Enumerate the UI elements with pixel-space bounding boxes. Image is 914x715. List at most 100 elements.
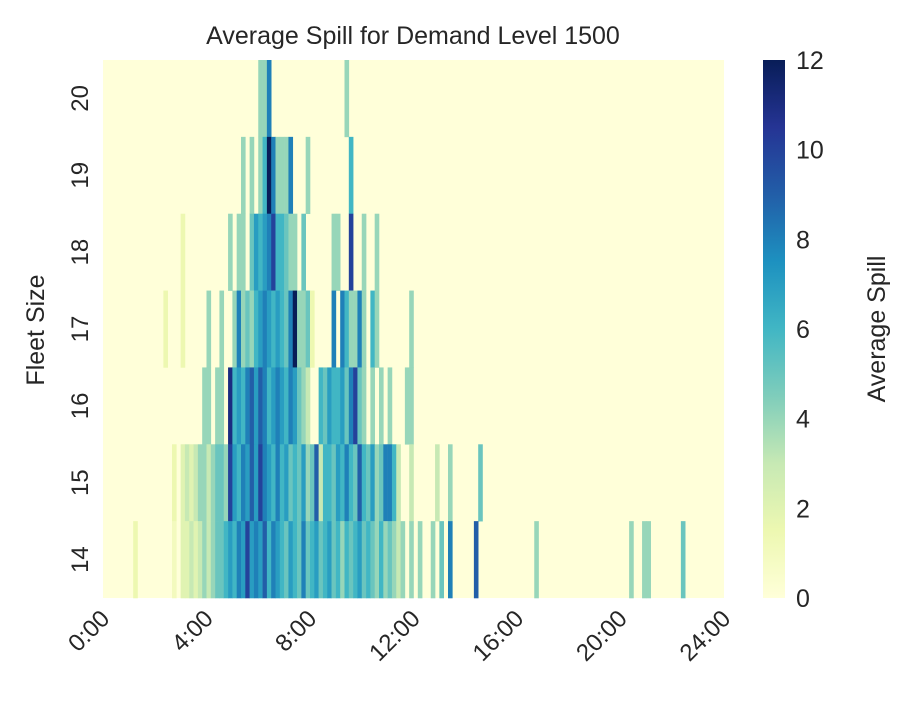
heatmap-cell: [133, 521, 138, 599]
heatmap-cell: [417, 521, 423, 599]
heatmap-cell: [331, 290, 337, 368]
x-tick-label: 12:00: [364, 605, 426, 667]
heatmap-cell: [344, 367, 350, 445]
heatmap-cell: [297, 290, 302, 368]
heatmap-cell: [266, 290, 272, 368]
heatmap-cell: [284, 367, 289, 445]
heatmap-cell: [275, 213, 281, 291]
heatmap-cell: [331, 444, 337, 522]
heatmap-cell: [241, 136, 246, 215]
heatmap-cell: [245, 444, 250, 522]
heatmap-cell: [361, 290, 367, 368]
heatmap-cell: [253, 367, 259, 445]
heatmap-cell: [271, 213, 276, 291]
heatmap-cell: [288, 367, 294, 445]
heatmap-cell: [258, 60, 263, 138]
heatmap-cell: [374, 213, 380, 291]
heatmap-cell: [180, 213, 186, 291]
heatmap-cell: [387, 367, 393, 445]
heatmap-cell: [301, 290, 306, 368]
heatmap-cell: [215, 367, 220, 445]
heatmap-cell: [284, 521, 289, 599]
heatmap-cell: [361, 367, 367, 445]
chart-title: Average Spill for Demand Level 1500: [206, 22, 620, 50]
heatmap-cell: [292, 367, 298, 445]
heatmap-cell: [236, 444, 242, 522]
y-axis-label: Fleet Size: [22, 274, 50, 385]
heatmap-cell: [275, 444, 281, 522]
heatmap-cell: [327, 367, 332, 445]
heatmap-cell: [680, 521, 686, 599]
heatmap-cell: [279, 367, 285, 445]
heatmap-cell: [236, 521, 242, 599]
heatmap-cell: [340, 521, 345, 599]
heatmap-cell: [331, 367, 337, 445]
colorbar-tick-label: 0: [796, 585, 810, 613]
heatmap-cell: [374, 521, 380, 599]
heatmap-cell: [473, 521, 479, 599]
heatmap-cell: [335, 367, 341, 445]
heatmap-cell: [435, 444, 440, 522]
colorbar-tick-label: 4: [796, 406, 810, 434]
heatmap-cell: [249, 367, 255, 445]
y-tick-label: 17: [67, 316, 94, 343]
heatmap-cell: [232, 521, 237, 599]
heatmap-cell: [184, 521, 190, 599]
heatmap-cell: [253, 213, 259, 291]
heatmap-cell: [318, 521, 324, 599]
heatmap-cell: [266, 60, 272, 138]
heatmap-cell: [271, 444, 276, 522]
heatmap-cell: [210, 521, 216, 599]
heatmap-cell: [348, 213, 354, 291]
heatmap-cell: [271, 367, 276, 445]
heatmap-cell: [396, 444, 401, 522]
heatmap-cell: [266, 444, 272, 522]
heatmap-cell: [262, 444, 268, 522]
heatmap-cell: [292, 290, 298, 368]
heatmap-cell: [409, 290, 414, 368]
heatmap-cell: [189, 521, 194, 599]
heatmap-cell: [197, 521, 203, 599]
y-tick-label: 19: [67, 162, 94, 189]
heatmap-cell: [409, 521, 414, 599]
heatmap-cell: [258, 444, 263, 522]
heatmap-cell: [305, 136, 311, 215]
heatmap-cell: [348, 136, 354, 215]
heatmap-cell: [374, 444, 380, 522]
y-tick-label: 16: [67, 393, 94, 420]
y-tick-label: 15: [67, 469, 94, 496]
heatmap-cell: [327, 444, 332, 522]
heatmap-cell: [284, 213, 289, 291]
heatmap-cell: [348, 367, 354, 445]
heatmap-cell: [202, 444, 207, 522]
x-axis: 0:00 4:00 8:00 12:00 16:00 20:00 24:00: [63, 605, 736, 667]
heatmap-cell: [271, 136, 276, 215]
heatmap-cell: [288, 136, 294, 215]
y-tick-label: 18: [67, 239, 94, 266]
x-tick-label: 16:00: [468, 605, 530, 667]
heatmap-cell: [370, 290, 375, 368]
heatmap-cell: [353, 290, 358, 368]
heatmap-cell: [249, 136, 255, 215]
heatmap-cell: [344, 521, 350, 599]
heatmap-cell: [275, 521, 281, 599]
heatmap-cell: [391, 444, 397, 522]
x-tick-label: 4:00: [167, 605, 219, 657]
heatmap-cell: [448, 521, 453, 599]
heatmap-cell: [275, 136, 281, 215]
heatmap-cell: [288, 521, 294, 599]
heatmap-cell: [245, 521, 250, 599]
heatmap-cell: [305, 290, 311, 368]
heatmap-cell: [335, 444, 341, 522]
heatmap-cell: [404, 367, 410, 445]
heatmap-cell: [258, 521, 263, 599]
heatmap-cell: [335, 213, 341, 291]
colorbar-tick-label: 8: [796, 226, 810, 254]
heatmap-cell: [180, 521, 186, 599]
heatmap-cell: [478, 444, 483, 522]
heatmap-cell: [279, 213, 285, 291]
colorbar-tick-label: 12: [796, 47, 824, 75]
heatmap-cell: [202, 521, 207, 599]
heatmap-cell: [361, 444, 367, 522]
heatmap-cell: [409, 367, 414, 445]
